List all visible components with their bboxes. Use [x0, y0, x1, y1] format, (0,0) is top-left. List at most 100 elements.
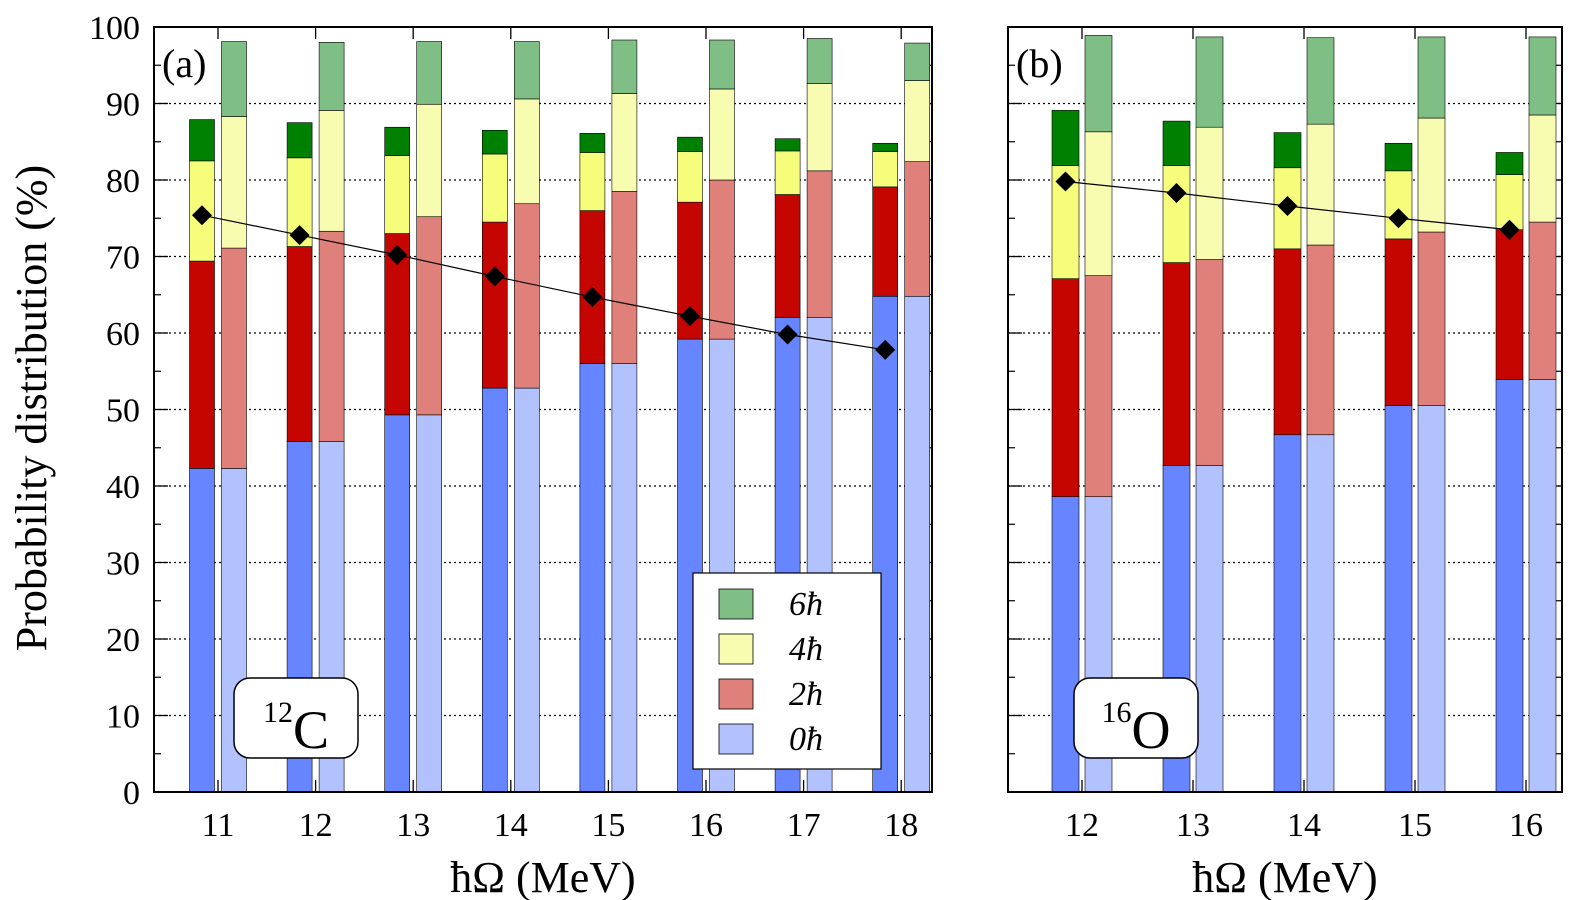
bar-dark-4hw-14: [481, 153, 508, 223]
bar-dark-2hw-16: [1495, 229, 1524, 380]
y-tick-label: 50: [106, 393, 140, 430]
bar-dark-6hw-16: [677, 136, 703, 152]
diamond-marker-12: [289, 225, 310, 246]
bar-light-4hw-12: [318, 110, 345, 232]
bar-dark-2hw-14: [1273, 248, 1302, 436]
plot-frame: [153, 26, 933, 793]
diamond-marker-17: [777, 324, 798, 345]
bar-light-6hw-11: [221, 41, 247, 117]
legend-swatch-1: [718, 633, 754, 665]
bar-light-6hw-13: [416, 41, 443, 105]
bar-light-6hw-14: [513, 41, 540, 100]
bar-dark-6hw-15: [579, 133, 606, 153]
diamond-marker-12: [1055, 171, 1076, 192]
bar-dark-6hw-18: [872, 142, 899, 152]
legend-swatch-0: [718, 588, 754, 620]
legend: 6ħ 4ħ 2ħ 0ħ: [692, 572, 882, 770]
bar-dark-0hw-15: [579, 363, 606, 793]
y-tick-label: 40: [106, 469, 140, 506]
bar-light-6hw-18: [904, 42, 931, 81]
bar-dark-4hw-15: [579, 152, 606, 211]
nucleus-box: [233, 677, 359, 759]
bar-dark-0hw-13: [384, 414, 411, 793]
bar-light-2hw-12: [1084, 275, 1113, 498]
bar-light-2hw-15: [611, 191, 638, 364]
bar-light-4hw-14: [513, 98, 540, 205]
bar-light-6hw-14: [1306, 37, 1335, 125]
bar-light-2hw-17: [806, 170, 833, 319]
bar-light-2hw-11: [221, 247, 247, 469]
bar-light-4hw-13: [416, 103, 443, 218]
bar-dark-2hw-18: [872, 186, 899, 297]
bar-light-2hw-14: [1306, 244, 1335, 436]
legend-swatch-2: [718, 678, 754, 710]
bar-dark-0hw-11: [189, 468, 215, 793]
bar-light-4hw-15: [611, 93, 638, 192]
bar-dark-2hw-11: [189, 260, 215, 469]
x-tick-label: 13: [396, 807, 430, 844]
bar-dark-2hw-17: [774, 194, 801, 319]
diamond-marker-16: [1499, 219, 1520, 240]
bar-light-0hw-13: [416, 414, 443, 793]
legend-label-0: 6ħ: [789, 586, 823, 623]
bar-dark-0hw-14: [481, 387, 508, 793]
bar-dark-4hw-16: [677, 151, 703, 203]
bar-light-0hw-14: [513, 387, 540, 793]
diamond-marker-14: [1277, 196, 1298, 217]
panel-label: (b): [1016, 41, 1063, 86]
nucleus-mass: 12: [263, 696, 293, 729]
x-tick-label: 12: [1065, 807, 1099, 844]
bar-dark-2hw-14: [481, 221, 508, 389]
bar-dark-2hw-13: [1162, 262, 1191, 466]
y-tick-label: 80: [106, 163, 140, 200]
bar-light-4hw-15: [1417, 117, 1446, 233]
bar-dark-6hw-13: [1162, 120, 1191, 166]
bar-light-6hw-15: [611, 39, 638, 94]
bar-light-6hw-17: [806, 38, 833, 84]
x-tick-label: 14: [494, 807, 528, 844]
nucleus-mass: 16: [1102, 696, 1132, 729]
bar-light-4hw-16: [709, 88, 735, 181]
plot-frame: [1007, 26, 1563, 793]
x-tick-label: 11: [202, 807, 235, 844]
bar-light-2hw-15: [1417, 231, 1446, 406]
bar-dark-6hw-16: [1495, 152, 1524, 175]
bar-light-0hw-13: [1195, 465, 1224, 793]
bar-light-0hw-15: [1417, 405, 1446, 793]
bar-dark-0hw-15: [1384, 405, 1413, 793]
y-tick-label: 70: [106, 240, 140, 277]
y-tick-label: 0: [123, 775, 140, 812]
bar-light-4hw-14: [1306, 123, 1335, 246]
bar-dark-2hw-12: [1051, 278, 1080, 498]
y-axis-title: Probability distribution (%): [7, 165, 56, 651]
y-tick-label: 100: [89, 10, 140, 47]
bar-light-2hw-12: [318, 230, 345, 442]
bar-dark-4hw-15: [1384, 170, 1413, 240]
bar-light-0hw-16: [1528, 379, 1557, 793]
legend-label-1: 4ħ: [789, 631, 823, 668]
x-tick-label: 14: [1287, 807, 1321, 844]
bar-dark-4hw-17: [774, 150, 801, 195]
x-tick-label: 15: [591, 807, 625, 844]
bar-light-0hw-18: [904, 295, 931, 793]
bar-dark-2hw-15: [1384, 238, 1413, 406]
bar-dark-4hw-13: [384, 155, 411, 234]
bar-dark-6hw-14: [481, 129, 508, 155]
legend-label-2: 2ħ: [789, 676, 823, 713]
bar-light-6hw-15: [1417, 36, 1446, 119]
x-tick-label: 15: [1398, 807, 1432, 844]
y-tick-label: 30: [106, 546, 140, 583]
x-axis-title: ħΩ (MeV): [1192, 853, 1377, 900]
bar-light-0hw-14: [1306, 434, 1335, 793]
y-tick-label: 20: [106, 622, 140, 659]
diamond-marker-15: [1388, 208, 1409, 229]
bar-dark-4hw-18: [872, 151, 899, 188]
nucleus-symbol: C: [293, 700, 329, 760]
bar-dark-6hw-13: [384, 126, 411, 156]
trend-line: [201, 214, 886, 351]
bar-dark-6hw-11: [189, 119, 215, 162]
panel-a: 0 10 20 30 40 50 60 70 80 90 100 11 12 13 14 15 16 17 18 (a…: [89, 10, 933, 900]
y-tick-label: 60: [106, 316, 140, 353]
bar-dark-6hw-12: [1051, 110, 1080, 166]
